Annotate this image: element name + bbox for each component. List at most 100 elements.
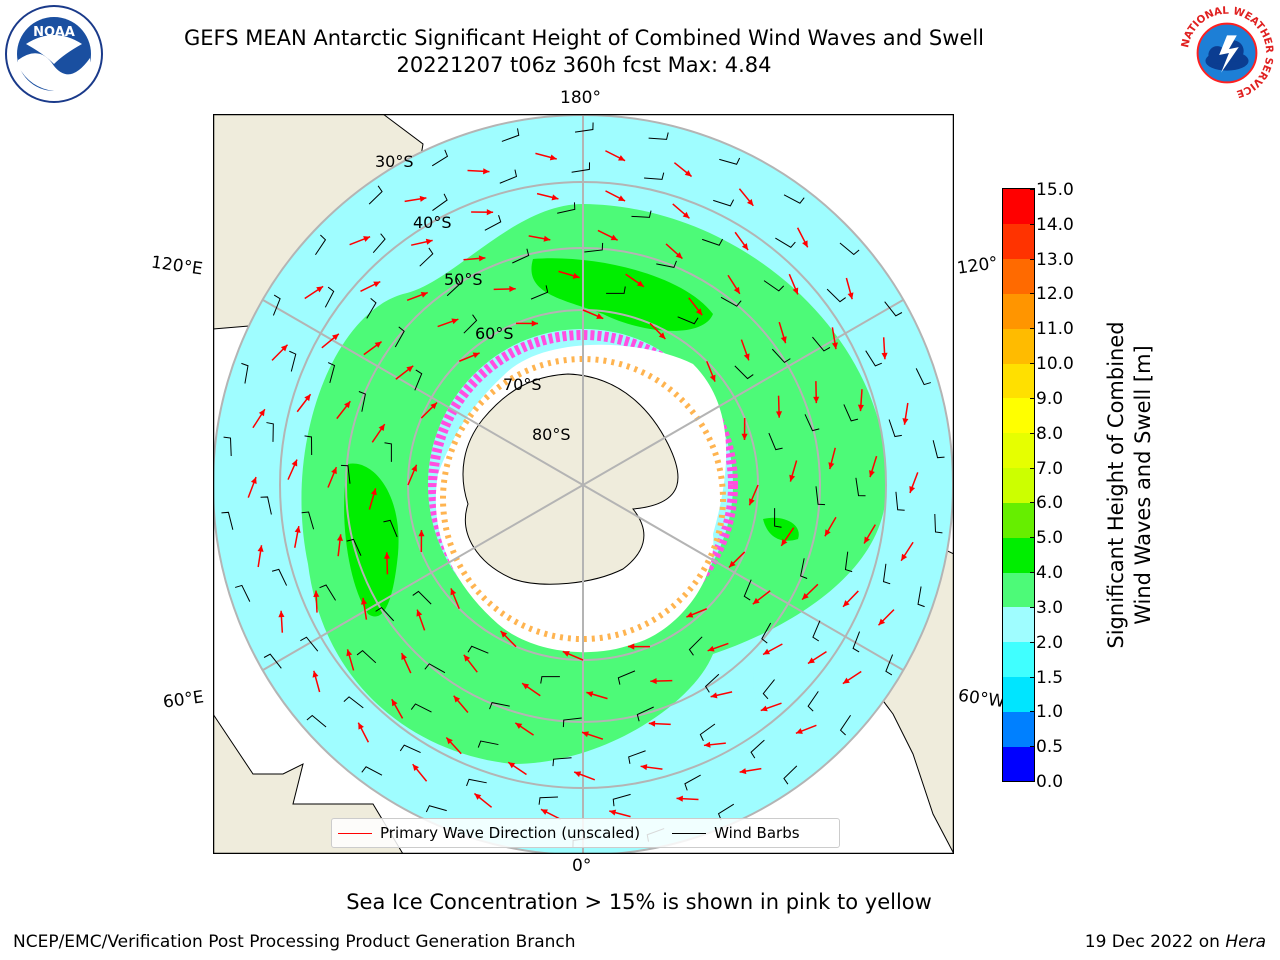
colorbar-segment [1003,676,1034,712]
wave-direction-arrow [371,423,386,443]
wind-barb [934,513,943,534]
wave-direction-arrow [458,352,480,362]
wave-direction-arrow [473,792,493,808]
wave-patch-4-5m-west [344,463,399,617]
wind-barb [540,676,560,684]
colorbar-tick-label: 11.0 [1030,319,1074,340]
wind-barb [319,584,336,601]
wave-direction-arrow [842,670,862,685]
wind-barb [865,350,882,367]
colorbar-tick-label: 8.0 [1029,423,1064,444]
wave-direction-arrow [863,524,876,544]
lon-label-60e: 60°E [161,687,206,713]
wave-direction-arrow [673,162,693,178]
wave-direction-arrow [558,270,580,279]
wave-direction-arrow [493,285,516,293]
wave-direction-arrow [252,408,266,429]
map-legend: Primary Wave Direction (unscaled) Wind B… [331,818,840,848]
wave-direction-arrow [412,763,428,782]
wave-direction-arrow [507,761,527,776]
wind-barb [530,285,549,300]
wave-direction-arrow [857,389,864,412]
primary-wave-legend-label: Primary Wave Direction (unscaled) [380,824,641,842]
wave-direction-arrow [363,341,383,356]
sea-ice-ring [428,330,738,640]
wind-barb [414,369,423,391]
wind-barb [223,436,232,457]
wave-direction-arrow [586,691,608,700]
wave-direction-arrow [294,526,301,548]
wave-direction-arrow [500,630,517,648]
wave-direction-arrow [649,322,666,340]
wind-barb [699,723,716,742]
wave-patch-4-5m-east [763,517,799,541]
lat-label-30s: 30°S [375,152,414,171]
wave-direction-arrow [842,590,859,608]
lat-label-80s: 80°S [532,425,571,444]
plot-title-line1: GEFS MEAN Antarctic Significant Height o… [183,26,985,50]
wind-barb [432,193,448,211]
wave-direction-arrow [609,809,631,818]
wave-direction-arrow [411,238,433,246]
wind-barb [375,606,395,622]
wave-direction-arrow [741,418,748,441]
colorbar-tick-label: 1.5 [1029,667,1064,688]
wave-direction-arrow [453,695,469,714]
wind-barb [719,157,741,165]
colorbar-tick-label: 9.0 [1029,388,1064,409]
wind-barb [882,563,891,585]
nws-logo: NATIONAL WEATHER SERVICE [1179,5,1275,101]
wave-direction-arrow [752,590,771,605]
wind-barb [424,663,446,674]
wind-barb [888,419,902,438]
wind-barb [677,316,699,325]
wind-barb [446,277,462,297]
wind-barb [574,122,594,133]
colorbar-segment [1003,641,1034,678]
wind-barb [812,620,821,642]
wave-direction-arrow [327,466,338,488]
wave-direction-arrow [734,231,749,251]
colorbar-tick-label: 0.5 [1029,737,1064,758]
wave-direction-arrow [909,472,919,494]
wind-barb [499,169,518,184]
wave-direction-arrow [831,327,838,350]
wind-barb [306,714,327,728]
wave-direction-arrow [795,724,817,734]
wave-direction-arrow [710,691,733,699]
wind-barb [852,631,861,653]
wave-direction-arrow [536,192,559,201]
wave-direction-arrow [665,243,683,260]
wave-direction-arrow [540,808,561,820]
colorbar-tick-label: 2.0 [1029,632,1064,653]
wind-barb [804,414,820,432]
wave-direction-arrow [312,670,321,693]
wave-direction-arrow [738,188,754,207]
wind-barb [399,744,421,754]
wave-direction-arrow [360,597,368,620]
colorbar-tick-label: 12.0 [1030,284,1074,305]
wave-direction-arrow [395,365,414,380]
wind-barb [734,365,754,380]
wave-direction-arrow [521,682,541,697]
wind-barb [304,435,313,455]
wave-direction-arrow [801,583,819,601]
wind-barb [606,286,626,294]
wind-barb [826,288,846,303]
wave-direction-arrow [877,609,895,626]
wind-barb [612,793,631,807]
colorbar-label-line1: Significant Height of Combined [1104,321,1128,649]
wave-direction-arrow [760,702,782,712]
footer-date: 19 Dec 2022 on Hera [1085,932,1266,952]
wind-barb [885,654,894,676]
wave-direction-arrow [463,255,486,262]
wave-direction-arrow [383,552,391,575]
colorbar-segment [1003,606,1034,643]
wave-direction-arrow [707,642,729,652]
wind-barb [241,362,249,384]
wind-barb [684,774,701,791]
footer-host: Hera [1225,932,1266,952]
lat-label-70s: 70°S [503,375,542,394]
wind-barb [431,149,449,167]
colorbar-segment [1003,572,1034,608]
